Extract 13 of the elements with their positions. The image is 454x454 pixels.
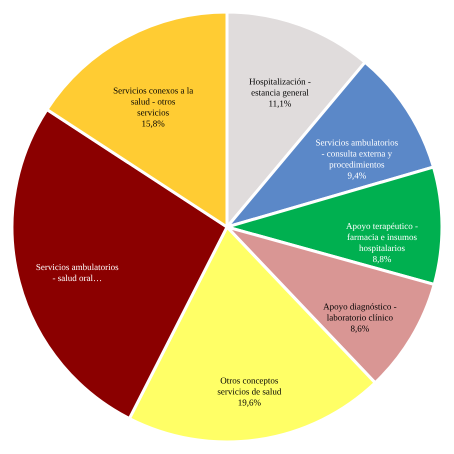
slice-label: Otros conceptos servicios de salud bbox=[217, 375, 282, 396]
data-label: 11,1% bbox=[268, 98, 292, 108]
data-label: 15,8% bbox=[142, 118, 166, 129]
slice-label: Servicios conexos a la salud - otros servicios bbox=[113, 86, 194, 118]
data-label: 8,6% bbox=[350, 324, 370, 334]
data-label: 9,4% bbox=[347, 170, 367, 180]
slice-label: Apoyo diagnóstico - laboratorio clínico bbox=[323, 302, 397, 323]
data-label: 8,8% bbox=[372, 254, 392, 264]
slice-label: Servicios ambulatorios - consulta externa y procedimientos bbox=[315, 137, 399, 170]
slice-label: Hospitalización - estancia general bbox=[249, 76, 311, 98]
data-label: 19,6% bbox=[238, 397, 262, 408]
slice-label: Servicios ambulatorios - salud oral… bbox=[36, 262, 120, 283]
slice-label: Apoyo terapéutico - farmacia e insumos hospitalarios bbox=[346, 221, 418, 254]
